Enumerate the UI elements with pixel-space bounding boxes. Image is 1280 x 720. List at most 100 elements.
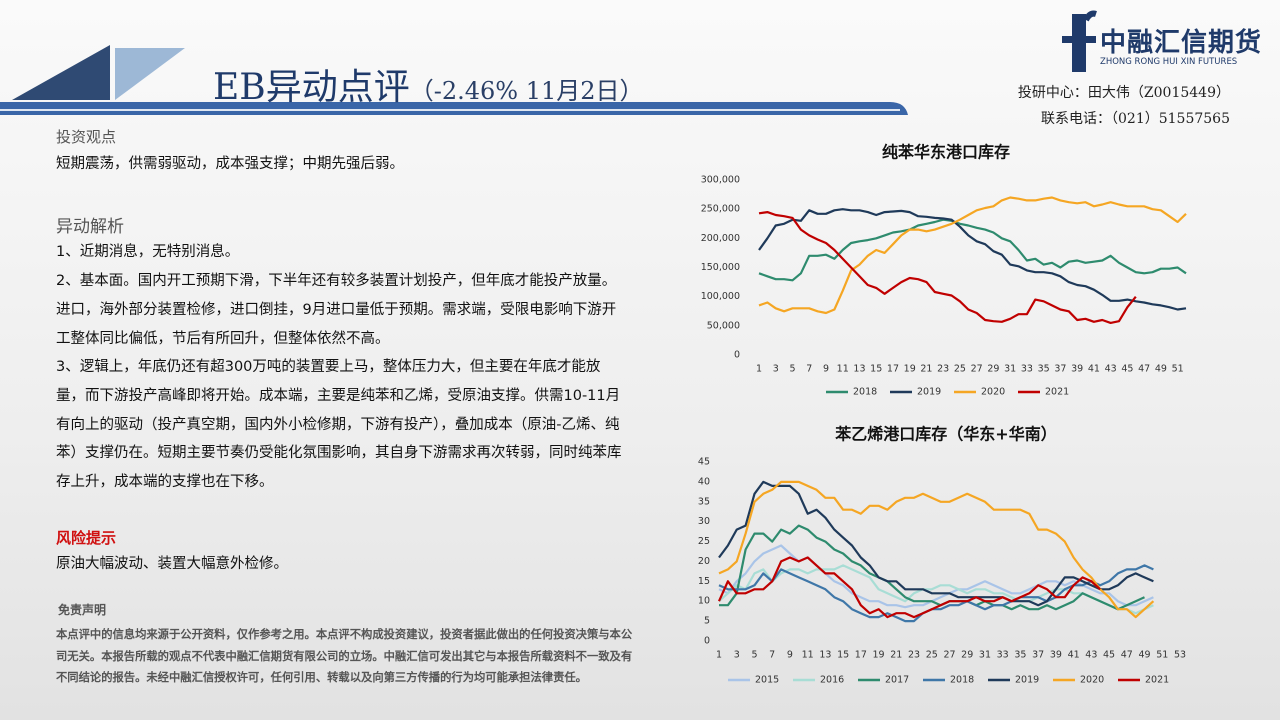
legend-label: 2019 xyxy=(1015,675,1039,686)
x-tick-label: 21 xyxy=(890,650,902,661)
paragraph: 1、近期消息，无特别消息。 xyxy=(56,244,240,260)
y-tick-label: 45 xyxy=(698,457,710,468)
legend-label: 2019 xyxy=(917,387,941,398)
series-line xyxy=(717,556,1101,619)
x-tick-label: 17 xyxy=(887,364,899,375)
x-tick-label: 43 xyxy=(1085,650,1097,661)
x-tick-label: 3 xyxy=(734,650,740,661)
decor-triangle xyxy=(12,45,110,100)
y-tick-label: 10 xyxy=(698,596,710,607)
x-tick-label: 7 xyxy=(769,650,775,661)
x-tick-label: 27 xyxy=(971,364,983,375)
logo-mark xyxy=(1062,36,1096,43)
x-tick-label: 21 xyxy=(920,364,932,375)
legend-label: 2016 xyxy=(820,675,844,686)
x-tick-label: 17 xyxy=(855,650,867,661)
x-tick-label: 3 xyxy=(773,364,779,375)
x-tick-label: 19 xyxy=(904,364,916,375)
x-tick-label: 25 xyxy=(954,364,966,375)
x-tick-label: 15 xyxy=(870,364,882,375)
x-tick-label: 49 xyxy=(1155,364,1167,375)
section-heading: 异动解析 xyxy=(56,217,124,237)
paragraph: 原油大幅波动、装置大幅意外检修。 xyxy=(56,556,288,572)
series-line xyxy=(758,208,1187,311)
paragraph: 短期震荡，供需弱驱动，成本强支撑；中期先强后弱。 xyxy=(56,156,404,172)
series-line xyxy=(719,524,1145,611)
x-tick-label: 33 xyxy=(997,650,1009,661)
y-tick-label: 250,000 xyxy=(701,204,740,215)
series-line xyxy=(758,196,1187,315)
x-tick-label: 41 xyxy=(1068,650,1080,661)
y-tick-label: 35 xyxy=(698,496,710,507)
title-main: EB异动点评 xyxy=(213,67,410,108)
x-tick-label: 7 xyxy=(806,364,812,375)
x-tick-label: 39 xyxy=(1050,650,1062,661)
x-tick-label: 23 xyxy=(937,364,949,375)
x-tick-label: 35 xyxy=(1014,650,1026,661)
x-tick-label: 31 xyxy=(1004,364,1016,375)
chart-title: 苯乙烯港口库存（华东+华南） xyxy=(834,425,1056,444)
risk-heading: 风险提示 xyxy=(56,529,117,547)
x-tick-label: 53 xyxy=(1174,650,1186,661)
legend-label: 2018 xyxy=(950,675,974,686)
series-line xyxy=(718,480,1155,619)
y-tick-label: 15 xyxy=(698,576,710,587)
legend-label: 2021 xyxy=(1045,387,1069,398)
x-tick-label: 33 xyxy=(1021,364,1033,375)
series-line xyxy=(718,564,1154,623)
legend-label: 2017 xyxy=(885,675,909,686)
title: EB异动点评（-2.46% 11月2日） xyxy=(213,58,644,110)
chart-title: 纯苯华东港口库存 xyxy=(882,143,1010,162)
x-tick-label: 37 xyxy=(1032,650,1044,661)
logo-text: 中融汇信期货 xyxy=(1100,28,1263,58)
section-heading: 投资观点 xyxy=(56,128,117,146)
y-tick-label: 100,000 xyxy=(701,291,740,302)
legend-label: 2020 xyxy=(1080,675,1104,686)
legend-label: 2021 xyxy=(1145,675,1169,686)
x-tick-label: 13 xyxy=(853,364,865,375)
legend-label: 2020 xyxy=(981,387,1005,398)
x-tick-label: 47 xyxy=(1121,650,1133,661)
series-line xyxy=(758,218,1187,282)
y-tick-label: 25 xyxy=(698,536,710,547)
logo-en: ZHONG RONG HUI XIN FUTURES xyxy=(1100,57,1238,67)
legend-label: 2018 xyxy=(853,387,877,398)
header-bar xyxy=(0,102,908,115)
y-tick-label: 5 xyxy=(704,616,710,627)
x-tick-label: 51 xyxy=(1156,650,1168,661)
x-tick-label: 49 xyxy=(1138,650,1150,661)
paragraph: 2、基本面。国内开工预期下滑，下半年还有较多装置计划投产，但年底才能投产放量。进… xyxy=(56,273,617,347)
x-tick-label: 43 xyxy=(1105,364,1117,375)
x-tick-label: 39 xyxy=(1071,364,1083,375)
x-tick-label: 29 xyxy=(961,650,973,661)
x-tick-label: 45 xyxy=(1103,650,1115,661)
x-tick-label: 11 xyxy=(802,650,814,661)
x-tick-label: 47 xyxy=(1138,364,1150,375)
x-tick-label: 15 xyxy=(837,650,849,661)
x-tick-label: 35 xyxy=(1038,364,1050,375)
legend-label: 2015 xyxy=(755,675,779,686)
series-line xyxy=(758,211,1137,324)
x-tick-label: 29 xyxy=(987,364,999,375)
x-tick-label: 5 xyxy=(751,650,757,661)
title-sub: （-2.46% 11月2日） xyxy=(409,77,644,105)
paragraph: 3、逻辑上，年底仍还有超300万吨的装置要上马，整体压力大，但主要在年底才能放量… xyxy=(56,359,622,491)
series-line xyxy=(718,544,1154,609)
y-tick-label: 30 xyxy=(698,516,710,527)
x-tick-label: 41 xyxy=(1088,364,1100,375)
x-tick-label: 1 xyxy=(716,650,722,661)
series-line xyxy=(718,480,1154,607)
y-tick-label: 0 xyxy=(734,350,740,361)
x-tick-label: 13 xyxy=(819,650,831,661)
y-tick-label: 50,000 xyxy=(707,320,740,331)
x-tick-label: 5 xyxy=(789,364,795,375)
logo-mark xyxy=(1083,10,1097,22)
y-tick-label: 40 xyxy=(698,476,710,487)
contact: 投研中心：田大伟（Z0015449） xyxy=(1017,85,1230,101)
disclaimer-heading: 免责声明 xyxy=(58,603,107,617)
x-tick-label: 19 xyxy=(873,650,885,661)
x-tick-label: 1 xyxy=(756,364,762,375)
